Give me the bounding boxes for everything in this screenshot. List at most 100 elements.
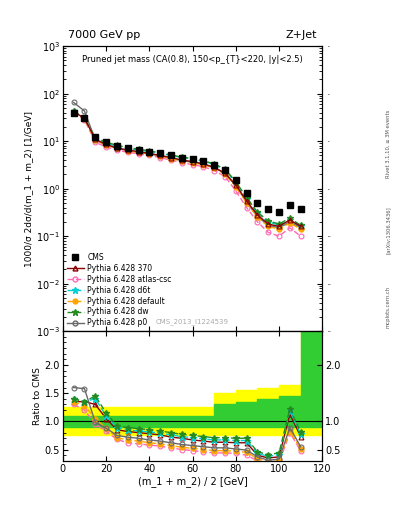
Pythia 6.428 atlas-csc <box>212 167 217 174</box>
Pythia 6.428 atlas-csc <box>298 233 303 239</box>
Pythia 6.428 370 <box>255 212 260 218</box>
Pythia 6.428 dw <box>212 161 217 167</box>
Pythia 6.428 370 <box>136 148 141 155</box>
Pythia 6.428 d6t <box>298 223 303 229</box>
Pythia 6.428 atlas-csc <box>104 144 108 150</box>
Text: 7000 GeV pp: 7000 GeV pp <box>68 30 140 40</box>
Pythia 6.428 dw <box>179 154 184 160</box>
Y-axis label: Ratio to CMS: Ratio to CMS <box>33 367 42 425</box>
Pythia 6.428 dw <box>158 150 163 156</box>
Pythia 6.428 default <box>82 116 87 122</box>
Pythia 6.428 p0 <box>233 183 238 189</box>
Line: Pythia 6.428 d6t: Pythia 6.428 d6t <box>71 108 304 229</box>
Pythia 6.428 atlas-csc <box>136 151 141 157</box>
Pythia 6.428 p0 <box>147 151 152 157</box>
Pythia 6.428 d6t <box>222 167 227 173</box>
Pythia 6.428 p0 <box>93 137 98 143</box>
CMS <box>125 145 130 152</box>
Pythia 6.428 370 <box>72 109 76 115</box>
Pythia 6.428 p0 <box>179 158 184 164</box>
Pythia 6.428 p0 <box>288 219 292 225</box>
Pythia 6.428 d6t <box>169 153 173 159</box>
CMS <box>169 153 173 159</box>
Pythia 6.428 370 <box>115 145 119 151</box>
Pythia 6.428 dw <box>104 139 108 145</box>
CMS <box>82 115 87 121</box>
Pythia 6.428 atlas-csc <box>288 225 292 231</box>
Pythia 6.428 atlas-csc <box>72 109 76 115</box>
Pythia 6.428 p0 <box>277 225 281 231</box>
Pythia 6.428 dw <box>201 158 206 164</box>
Pythia 6.428 dw <box>93 134 98 140</box>
Pythia 6.428 default <box>147 151 152 157</box>
CMS <box>233 177 238 183</box>
Pythia 6.428 default <box>255 214 260 220</box>
Pythia 6.428 370 <box>104 141 108 147</box>
Line: Pythia 6.428 atlas-csc: Pythia 6.428 atlas-csc <box>71 109 303 239</box>
Pythia 6.428 atlas-csc <box>125 150 130 156</box>
Pythia 6.428 dw <box>169 152 173 158</box>
Pythia 6.428 d6t <box>255 210 260 217</box>
Pythia 6.428 d6t <box>125 145 130 152</box>
CMS <box>255 200 260 206</box>
Pythia 6.428 dw <box>266 218 270 224</box>
Pythia 6.428 dw <box>72 108 76 114</box>
Pythia 6.428 370 <box>125 147 130 153</box>
Pythia 6.428 p0 <box>222 170 227 177</box>
Pythia 6.428 d6t <box>104 140 108 146</box>
Text: Rivet 3.1.10, ≥ 3M events: Rivet 3.1.10, ≥ 3M events <box>386 109 391 178</box>
Line: CMS: CMS <box>71 110 304 215</box>
X-axis label: (m_1 + m_2) / 2 [GeV]: (m_1 + m_2) / 2 [GeV] <box>138 476 248 487</box>
Pythia 6.428 dw <box>288 215 292 221</box>
Pythia 6.428 default <box>115 145 119 152</box>
Pythia 6.428 d6t <box>244 196 249 202</box>
CMS <box>136 147 141 153</box>
CMS <box>201 158 206 164</box>
CMS <box>288 202 292 208</box>
CMS <box>190 156 195 162</box>
Pythia 6.428 atlas-csc <box>147 153 152 159</box>
Pythia 6.428 default <box>201 162 206 168</box>
Pythia 6.428 370 <box>147 151 152 157</box>
CMS <box>158 151 163 157</box>
Pythia 6.428 default <box>179 158 184 164</box>
Pythia 6.428 dw <box>233 179 238 185</box>
CMS <box>298 205 303 211</box>
Pythia 6.428 default <box>266 223 270 229</box>
Pythia 6.428 atlas-csc <box>82 117 87 123</box>
Pythia 6.428 default <box>277 226 281 232</box>
Text: [arXiv:1306.3436]: [arXiv:1306.3436] <box>386 206 391 254</box>
Line: Pythia 6.428 370: Pythia 6.428 370 <box>71 109 303 229</box>
Pythia 6.428 370 <box>266 221 270 227</box>
CMS <box>179 155 184 161</box>
Pythia 6.428 p0 <box>125 147 130 154</box>
Line: Pythia 6.428 dw: Pythia 6.428 dw <box>71 108 304 228</box>
Pythia 6.428 dw <box>125 144 130 151</box>
Pythia 6.428 370 <box>233 182 238 188</box>
Pythia 6.428 370 <box>93 136 98 142</box>
Pythia 6.428 d6t <box>212 162 217 168</box>
Pythia 6.428 default <box>212 165 217 171</box>
Pythia 6.428 default <box>104 142 108 148</box>
Pythia 6.428 atlas-csc <box>266 229 270 236</box>
CMS <box>104 139 108 145</box>
Pythia 6.428 p0 <box>266 222 270 228</box>
CMS <box>244 190 249 196</box>
Line: Pythia 6.428 default: Pythia 6.428 default <box>71 109 303 231</box>
Pythia 6.428 atlas-csc <box>169 157 173 163</box>
Pythia 6.428 370 <box>288 217 292 223</box>
Pythia 6.428 p0 <box>82 108 87 114</box>
Pythia 6.428 p0 <box>244 199 249 205</box>
Pythia 6.428 atlas-csc <box>190 162 195 168</box>
Pythia 6.428 370 <box>298 223 303 229</box>
Pythia 6.428 p0 <box>115 145 119 151</box>
CMS <box>72 110 76 116</box>
Pythia 6.428 d6t <box>82 115 87 121</box>
Pythia 6.428 default <box>169 156 173 162</box>
Pythia 6.428 dw <box>298 222 303 228</box>
Text: CMS_2013_I1224539: CMS_2013_I1224539 <box>156 319 229 326</box>
Pythia 6.428 dw <box>277 221 281 227</box>
Pythia 6.428 default <box>158 153 163 159</box>
Pythia 6.428 p0 <box>212 164 217 170</box>
Pythia 6.428 d6t <box>201 158 206 164</box>
